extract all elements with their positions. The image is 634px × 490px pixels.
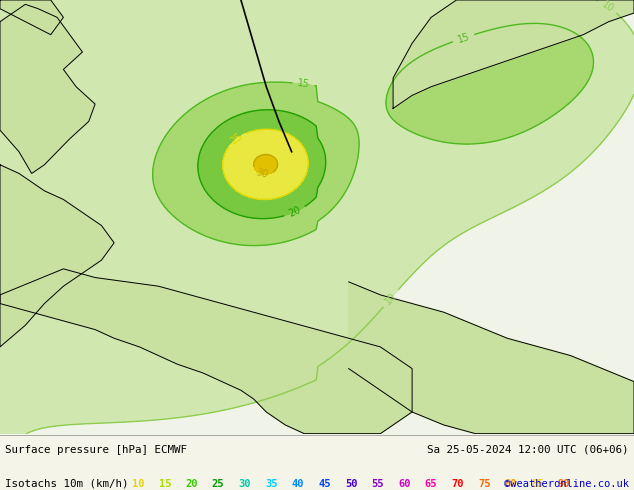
Text: 20: 20: [287, 205, 302, 219]
Text: 45: 45: [318, 479, 331, 489]
Text: 10: 10: [600, 0, 615, 14]
Text: 35: 35: [265, 479, 278, 489]
Text: 40: 40: [292, 479, 304, 489]
Text: Sa 25-05-2024 12:00 UTC (06+06): Sa 25-05-2024 12:00 UTC (06+06): [427, 445, 629, 455]
Text: 30: 30: [255, 168, 269, 180]
Text: 70: 70: [451, 479, 464, 489]
Text: 15: 15: [297, 78, 310, 90]
Text: 10: 10: [132, 479, 145, 489]
Text: 75: 75: [478, 479, 491, 489]
Text: Surface pressure [hPa] ECMWF: Surface pressure [hPa] ECMWF: [5, 445, 187, 455]
Polygon shape: [393, 0, 634, 108]
Polygon shape: [349, 282, 634, 434]
Text: 65: 65: [425, 479, 437, 489]
Text: 50: 50: [345, 479, 358, 489]
Text: 90: 90: [558, 479, 571, 489]
Text: 30: 30: [238, 479, 251, 489]
Text: ©weatheronline.co.uk: ©weatheronline.co.uk: [504, 479, 629, 489]
Text: 80: 80: [505, 479, 517, 489]
Text: 55: 55: [372, 479, 384, 489]
Polygon shape: [0, 165, 114, 347]
Text: 25: 25: [229, 131, 245, 147]
Text: 10: 10: [383, 291, 399, 306]
Text: 25: 25: [212, 479, 224, 489]
Text: 60: 60: [398, 479, 411, 489]
Polygon shape: [0, 269, 412, 434]
Text: 20: 20: [185, 479, 198, 489]
Text: 15: 15: [456, 31, 471, 45]
Polygon shape: [0, 0, 63, 35]
Text: Isotachs 10m (km/h): Isotachs 10m (km/h): [5, 479, 129, 489]
Polygon shape: [0, 4, 95, 173]
Text: 85: 85: [531, 479, 544, 489]
Text: 15: 15: [158, 479, 171, 489]
